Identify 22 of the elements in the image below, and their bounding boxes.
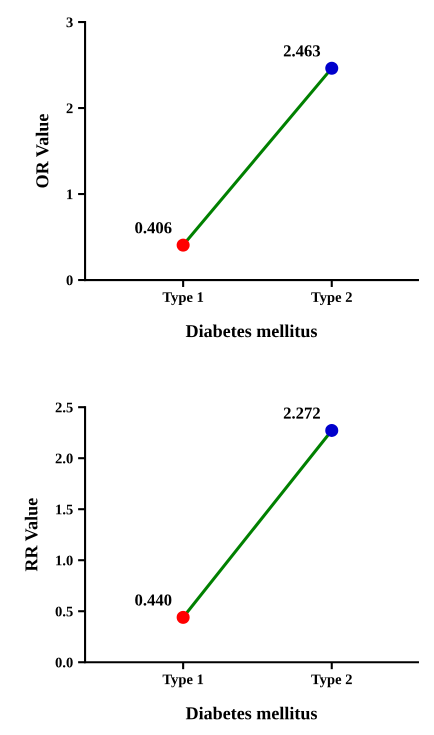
x-tick-label: Type 2 — [311, 292, 352, 306]
y-tick-label: 2.0 — [56, 454, 73, 464]
y-tick-label: 1 — [67, 189, 73, 200]
y-tick-label: 0.5 — [56, 606, 73, 616]
data-label: 0.440 — [135, 594, 172, 606]
y-tick-label: 1.5 — [56, 504, 73, 514]
data-label: 2.463 — [284, 45, 320, 57]
y-tick-label: 2.5 — [56, 402, 73, 412]
data-label: 2.272 — [284, 408, 320, 419]
y-tick-label: 1.0 — [56, 556, 73, 566]
y-tick-label: 2 — [66, 103, 73, 114]
data-label: 0.406 — [135, 222, 172, 234]
x-tick-label: Type 1 — [162, 674, 204, 688]
y-axis-title: RR Value — [24, 498, 38, 572]
y-tick-label: 0.0 — [56, 658, 73, 668]
x-axis-title: Diabetes mellitus — [186, 324, 318, 338]
x-tick-label: Type 1 — [162, 292, 204, 306]
x-tick-label: Type 2 — [311, 674, 352, 688]
y-tick-label: 0 — [66, 275, 73, 286]
y-tick-label: 3 — [66, 17, 73, 28]
y-axis-title: OR Value — [36, 114, 49, 188]
x-axis-title: Diabetes mellitus — [186, 706, 318, 720]
